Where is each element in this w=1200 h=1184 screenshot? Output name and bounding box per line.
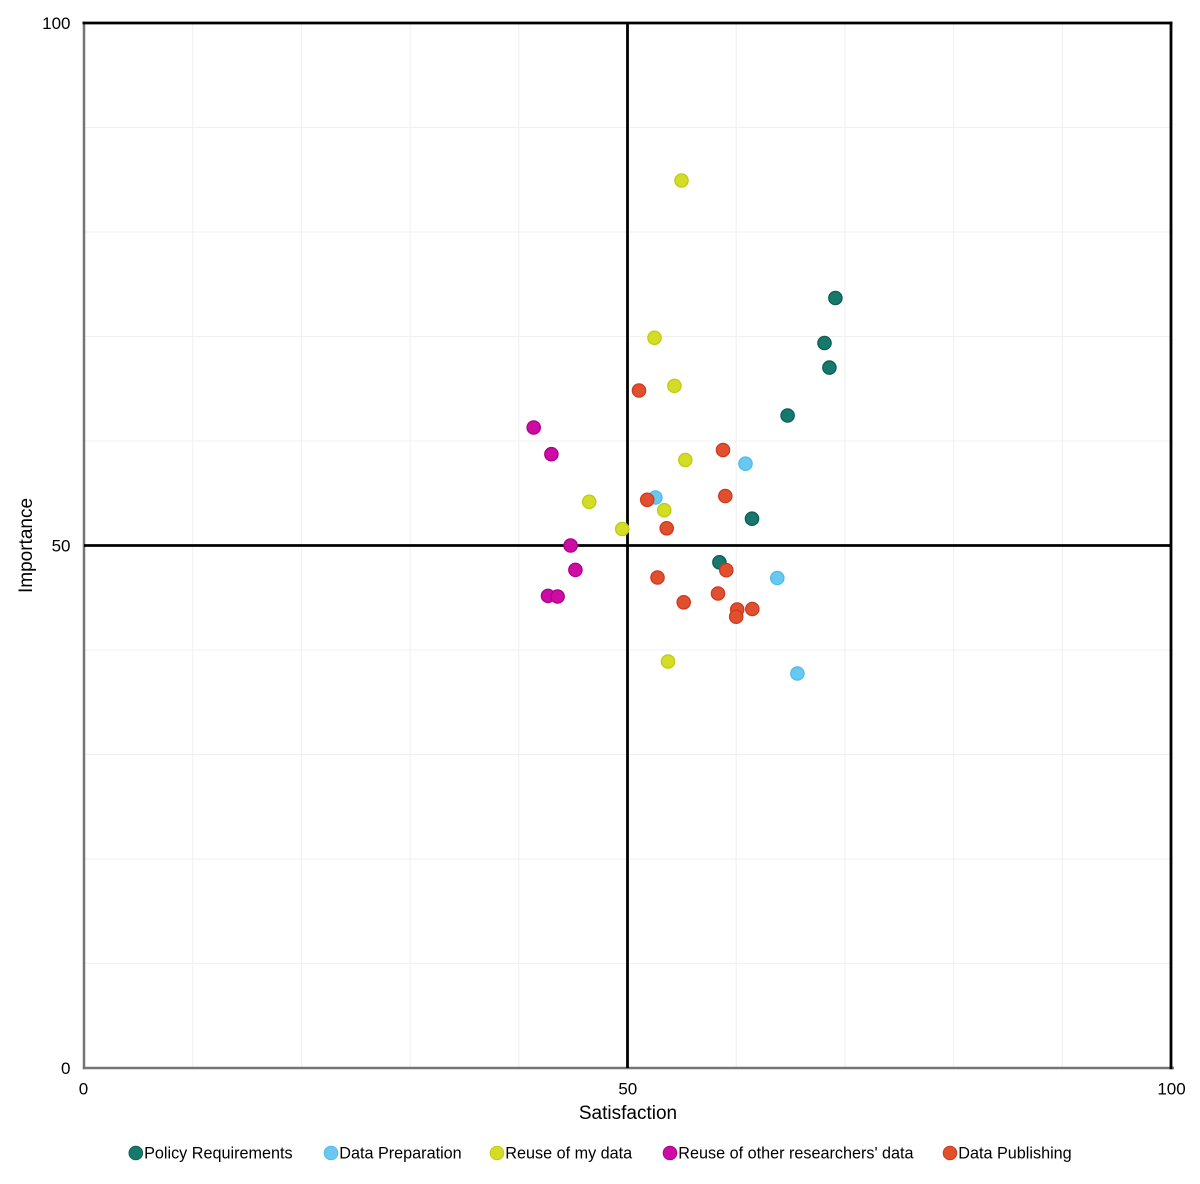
svg-text:50: 50 bbox=[618, 1080, 637, 1099]
svg-text:Reuse of my data: Reuse of my data bbox=[505, 1145, 632, 1163]
svg-text:Satisfaction: Satisfaction bbox=[579, 1103, 677, 1124]
svg-text:Data Publishing: Data Publishing bbox=[958, 1145, 1071, 1163]
svg-text:Policy Requirements: Policy Requirements bbox=[144, 1145, 292, 1163]
svg-text:Reuse of other researchers' da: Reuse of other researchers' data bbox=[678, 1145, 913, 1163]
svg-text:0: 0 bbox=[61, 1059, 70, 1078]
svg-text:50: 50 bbox=[52, 537, 71, 556]
svg-text:0: 0 bbox=[79, 1080, 88, 1099]
svg-text:100: 100 bbox=[42, 14, 70, 33]
svg-text:Importance: Importance bbox=[16, 498, 37, 593]
svg-text:100: 100 bbox=[1157, 1080, 1185, 1099]
svg-text:Data Preparation: Data Preparation bbox=[339, 1145, 461, 1163]
